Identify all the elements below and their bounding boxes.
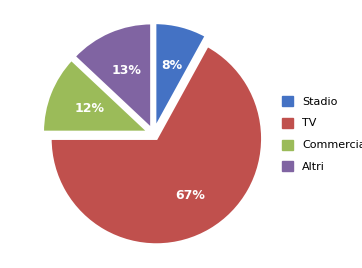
Wedge shape xyxy=(43,59,149,132)
Legend: Stadio, TV, Commerciali, Altri: Stadio, TV, Commerciali, Altri xyxy=(279,92,362,176)
Text: 8%: 8% xyxy=(161,59,182,72)
Text: 13%: 13% xyxy=(111,64,141,77)
Wedge shape xyxy=(50,46,262,245)
Wedge shape xyxy=(155,23,206,129)
Text: 67%: 67% xyxy=(175,189,205,202)
Wedge shape xyxy=(74,23,152,129)
Text: 12%: 12% xyxy=(75,102,105,115)
